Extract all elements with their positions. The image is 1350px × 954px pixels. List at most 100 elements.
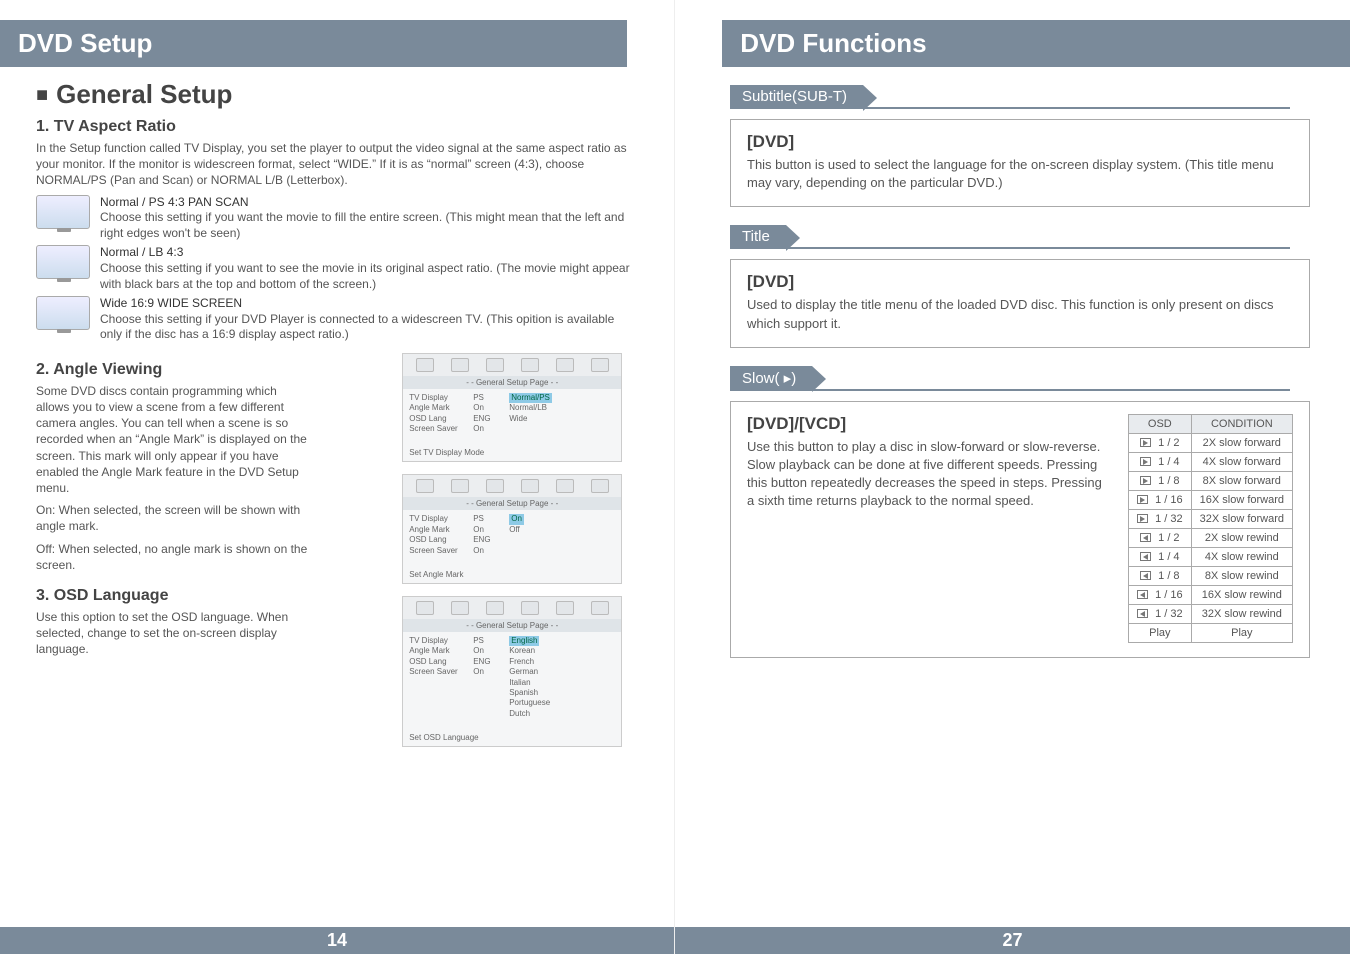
osd-cell: 1 / 16: [1129, 585, 1192, 604]
table-row: 1 / 1616X slow forward: [1129, 490, 1293, 509]
right-banner: DVD Functions: [722, 20, 1350, 67]
setup-mock-foot: Set OSD Language: [403, 723, 621, 746]
page-left: DVD Setup General Setup 1. TV Aspect Rat…: [0, 0, 675, 954]
aspect-option-lead: Wide 16:9 WIDE SCREEN: [100, 296, 638, 312]
setup-mock-icon: [556, 601, 574, 615]
table-row: 1 / 3232X slow rewind: [1129, 604, 1293, 623]
setup-page-mock: - - General Setup Page - -TV DisplayPSNo…: [402, 353, 622, 463]
condition-cell: 8X slow forward: [1191, 471, 1292, 490]
left-banner: DVD Setup: [0, 20, 627, 67]
setup-mock-icon: [521, 358, 539, 372]
slow-tab: Slow( ▸): [730, 366, 812, 390]
subtitle-tab: Subtitle(SUB-T): [730, 85, 863, 108]
setup-page-mock: - - General Setup Page - -TV DisplayPSEn…: [402, 596, 622, 747]
setup-mock-row: Spanish: [409, 688, 615, 698]
setup-mock-body: TV DisplayPSEnglishAngle MarkOnKoreanOSD…: [403, 632, 621, 723]
setup-mock-head: - - General Setup Page - -: [403, 497, 621, 510]
angle-off: Off: When selected, no angle mark is sho…: [36, 541, 314, 573]
osd-cell: 1 / 4: [1129, 547, 1192, 566]
page-right: DVD Functions Subtitle(SUB-T) [DVD] This…: [675, 0, 1350, 954]
aspect-option: Normal / PS 4:3 PAN SCANChoose this sett…: [36, 195, 638, 242]
setup-mock-row: OSD LangENG: [409, 535, 615, 545]
aspect-option-lead: Normal / PS 4:3 PAN SCAN: [100, 195, 638, 211]
rewind-icon: [1137, 590, 1148, 599]
condition-cell: 16X slow forward: [1191, 490, 1292, 509]
setup-mock-row: Portuguese: [409, 698, 615, 708]
setup-mock-row: Angle MarkOnNormal/LB: [409, 403, 615, 413]
tv-aspect-intro: In the Setup function called TV Display,…: [36, 140, 634, 189]
setup-mock-icon: [451, 601, 469, 615]
setup-mock-head: - - General Setup Page - -: [403, 376, 621, 389]
condition-cell: 8X slow rewind: [1191, 566, 1292, 585]
aspect-option-text: Wide 16:9 WIDE SCREENChoose this setting…: [100, 296, 638, 343]
setup-mock-row: OSD LangENGWide: [409, 414, 615, 424]
general-setup-heading: General Setup: [36, 79, 674, 110]
condition-cell: 16X slow rewind: [1191, 585, 1292, 604]
aspect-option: Normal / LB 4:3Choose this setting if yo…: [36, 245, 638, 292]
setup-mock-icon: [451, 479, 469, 493]
condition-cell: 32X slow rewind: [1191, 604, 1292, 623]
aspect-option-desc: Choose this setting if you want to see t…: [100, 261, 638, 292]
rewind-icon: [1140, 533, 1151, 542]
osd-cell: 1 / 2: [1129, 433, 1192, 452]
tv-thumb-icon: [36, 245, 90, 279]
osd-lang-text: Use this option to set the OSD language.…: [36, 609, 310, 658]
play-cell: Play: [1129, 623, 1192, 642]
osd-cell: 1 / 8: [1129, 566, 1192, 585]
angle-heading: 2. Angle Viewing: [36, 361, 350, 379]
setup-mock-row: OSD LangENGFrench: [409, 657, 615, 667]
setup-mock-icon: [556, 358, 574, 372]
right-page-number: 27: [675, 927, 1350, 954]
setup-mock-icon: [416, 358, 434, 372]
left-page-number: 14: [0, 927, 674, 954]
angle-on: On: When selected, the screen will be sh…: [36, 502, 314, 534]
condition-cell: 4X slow rewind: [1191, 547, 1292, 566]
table-row: 1 / 44X slow rewind: [1129, 547, 1293, 566]
osd-condition-table: OSD CONDITION 1 / 22X slow forward 1 / 4…: [1128, 414, 1293, 643]
forward-icon: [1140, 457, 1151, 466]
osd-cell: 1 / 16: [1129, 490, 1192, 509]
setup-mock-row: Angle MarkOnOff: [409, 525, 615, 535]
table-row: 1 / 1616X slow rewind: [1129, 585, 1293, 604]
table-row: 1 / 88X slow rewind: [1129, 566, 1293, 585]
osd-lang-heading: 3. OSD Language: [36, 587, 350, 605]
tv-thumb-icon: [36, 195, 90, 229]
table-row: 1 / 44X slow forward: [1129, 452, 1293, 471]
title-section: Title [DVD] Used to display the title me…: [730, 225, 1310, 347]
setup-mock-icon: [591, 601, 609, 615]
osd-cell: 1 / 32: [1129, 509, 1192, 528]
forward-icon: [1137, 495, 1148, 504]
condition-cell: 2X slow forward: [1191, 433, 1292, 452]
setup-mock-icon: [486, 601, 504, 615]
setup-mock-icon: [591, 358, 609, 372]
subtitle-section: Subtitle(SUB-T) [DVD] This button is use…: [730, 85, 1310, 207]
setup-mock-icon: [521, 601, 539, 615]
setup-mock-icon: [486, 358, 504, 372]
title-tab: Title: [730, 225, 786, 248]
title-box-text: Used to display the title menu of the lo…: [747, 296, 1293, 332]
setup-mock-icons: [403, 354, 621, 376]
tv-thumb-icon: [36, 296, 90, 330]
play-cell: Play: [1191, 623, 1292, 642]
aspect-option-text: Normal / PS 4:3 PAN SCANChoose this sett…: [100, 195, 638, 242]
table-row: 1 / 22X slow forward: [1129, 433, 1293, 452]
setup-mock-icon: [416, 601, 434, 615]
slow-box-heading: [DVD]/[VCD]: [747, 414, 1112, 434]
forward-icon: [1140, 476, 1151, 485]
divider: [730, 247, 1290, 249]
aspect-option-desc: Choose this setting if your DVD Player i…: [100, 312, 638, 343]
slow-section: Slow( ▸) [DVD]/[VCD] Use this button to …: [730, 366, 1310, 658]
rewind-icon: [1140, 571, 1151, 580]
table-row: 1 / 88X slow forward: [1129, 471, 1293, 490]
osd-cell: 1 / 2: [1129, 528, 1192, 547]
condition-cell: 2X slow rewind: [1191, 528, 1292, 547]
setup-mock-row: Angle MarkOnKorean: [409, 646, 615, 656]
aspect-option-desc: Choose this setting if you want the movi…: [100, 210, 638, 241]
osd-cell: 1 / 32: [1129, 604, 1192, 623]
setup-mock-foot: Set TV Display Mode: [403, 438, 621, 461]
setup-mock-icon: [591, 479, 609, 493]
table-row: 1 / 22X slow rewind: [1129, 528, 1293, 547]
forward-icon: [1137, 514, 1148, 523]
setup-mock-icons: [403, 597, 621, 619]
setup-mock-body: TV DisplayPSNormal/PSAngle MarkOnNormal/…: [403, 389, 621, 439]
